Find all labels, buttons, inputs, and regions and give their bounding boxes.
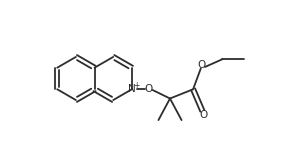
Text: +: + — [133, 81, 139, 90]
Text: O: O — [199, 110, 207, 120]
Text: O: O — [144, 84, 153, 94]
Text: O: O — [198, 60, 206, 70]
Text: N: N — [128, 84, 136, 94]
